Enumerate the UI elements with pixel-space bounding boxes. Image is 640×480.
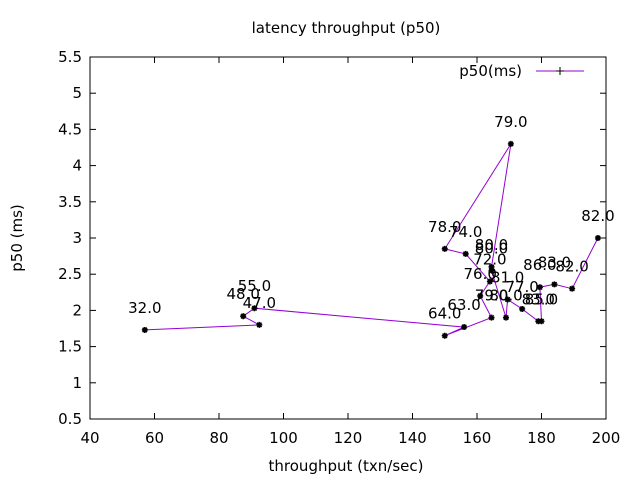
data-point-marker bbox=[503, 314, 510, 321]
data-point-label: 47.0 bbox=[243, 294, 276, 312]
legend: p50(ms) bbox=[459, 62, 584, 80]
y-tick-label: 4.5 bbox=[58, 120, 82, 138]
data-point-marker bbox=[256, 321, 263, 328]
data-point-marker bbox=[441, 332, 448, 339]
y-tick-label: 3.5 bbox=[58, 193, 82, 211]
x-tick-label: 120 bbox=[334, 429, 363, 447]
data-point-label: 77.0 bbox=[505, 278, 538, 296]
data-point-marker bbox=[441, 245, 448, 252]
x-tick-label: 180 bbox=[527, 429, 556, 447]
data-point-marker bbox=[461, 324, 468, 331]
data-point-label: 64.0 bbox=[428, 305, 461, 323]
data-point-marker bbox=[488, 314, 495, 321]
data-point-label: 81.0 bbox=[491, 269, 524, 287]
data-point-marker bbox=[240, 313, 247, 320]
x-tick-label: 100 bbox=[269, 429, 298, 447]
x-tick-label: 200 bbox=[592, 429, 621, 447]
data-point-label: 80.0 bbox=[475, 240, 508, 258]
legend-label: p50(ms) bbox=[459, 62, 522, 80]
y-tick-label: 5.5 bbox=[58, 48, 82, 66]
data-point-label: 85.0 bbox=[525, 290, 558, 308]
data-point-label: 79.0 bbox=[494, 113, 527, 131]
x-tick-label: 60 bbox=[145, 429, 164, 447]
y-tick-label: 1 bbox=[72, 374, 82, 392]
data-point-label: 48.0 bbox=[226, 285, 259, 303]
data-labels: 32.0 47.048.055.0 63.064.0 79.0 76.072.0 74.0… bbox=[128, 113, 615, 323]
data-point-label: 79.0 bbox=[475, 287, 508, 305]
data-point-marker bbox=[538, 318, 545, 325]
data-point-marker bbox=[507, 140, 514, 147]
data-point-label: 72.0 bbox=[473, 250, 506, 268]
data-point-label: 83.0 bbox=[538, 253, 571, 271]
x-tick-label: 160 bbox=[463, 429, 492, 447]
data-point-marker bbox=[477, 292, 484, 299]
x-tick-label: 40 bbox=[80, 429, 99, 447]
y-tick-label: 3 bbox=[72, 229, 82, 247]
data-point-label: 74.0 bbox=[449, 223, 482, 241]
data-point-marker bbox=[594, 235, 601, 241]
data-point-marker bbox=[486, 278, 493, 285]
data-point-label: 80.0 bbox=[475, 236, 508, 254]
y-tick-label: 5 bbox=[72, 84, 82, 102]
data-point-marker bbox=[535, 318, 542, 325]
y-tick-label: 1.5 bbox=[58, 338, 82, 356]
data-point-marker bbox=[251, 305, 258, 312]
x-axis: 40 60 80 100 120 140 160 180 200 bbox=[80, 57, 620, 447]
x-tick-label: 80 bbox=[209, 429, 228, 447]
x-axis-title: throughput (txn/sec) bbox=[269, 457, 424, 475]
data-point-label: 55.0 bbox=[238, 277, 271, 295]
data-point-label: 76.0 bbox=[464, 265, 497, 283]
data-point-marker bbox=[519, 305, 526, 312]
data-point-marker bbox=[569, 285, 576, 292]
y-tick-label: 0.5 bbox=[58, 410, 82, 428]
data-point-label: 78.0 bbox=[428, 218, 461, 236]
data-point-marker bbox=[488, 263, 495, 270]
y-axis: 0.5 1 1.5 2 2.5 3 3.5 4 4.5 5 5.5 bbox=[58, 48, 606, 428]
y-axis-title: p50 (ms) bbox=[8, 204, 26, 272]
data-point-marker bbox=[462, 250, 469, 257]
y-tick-label: 2 bbox=[72, 301, 82, 319]
data-point-marker bbox=[504, 296, 511, 303]
data-point-label: 80.0 bbox=[489, 287, 522, 305]
data-point-marker bbox=[488, 267, 495, 274]
data-point-label: 63.0 bbox=[447, 296, 480, 314]
data-point-label: 82.0 bbox=[555, 258, 588, 276]
legend-swatch-marker bbox=[556, 67, 564, 75]
data-point-label: 32.0 bbox=[128, 299, 161, 317]
data-point-label: 83.0 bbox=[522, 290, 555, 308]
plot-frame bbox=[89, 56, 607, 420]
data-point-marker bbox=[536, 284, 543, 291]
series-layer bbox=[141, 140, 601, 339]
data-point-label: 86.0 bbox=[523, 256, 556, 274]
data-point-marker bbox=[141, 326, 148, 333]
x-tick-label: 140 bbox=[398, 429, 427, 447]
data-point-marker bbox=[551, 281, 558, 288]
chart-title: latency throughput (p50) bbox=[252, 19, 441, 37]
data-point-label: 82.0 bbox=[581, 207, 614, 225]
y-tick-label: 4 bbox=[72, 157, 82, 175]
y-tick-label: 2.5 bbox=[58, 265, 82, 283]
